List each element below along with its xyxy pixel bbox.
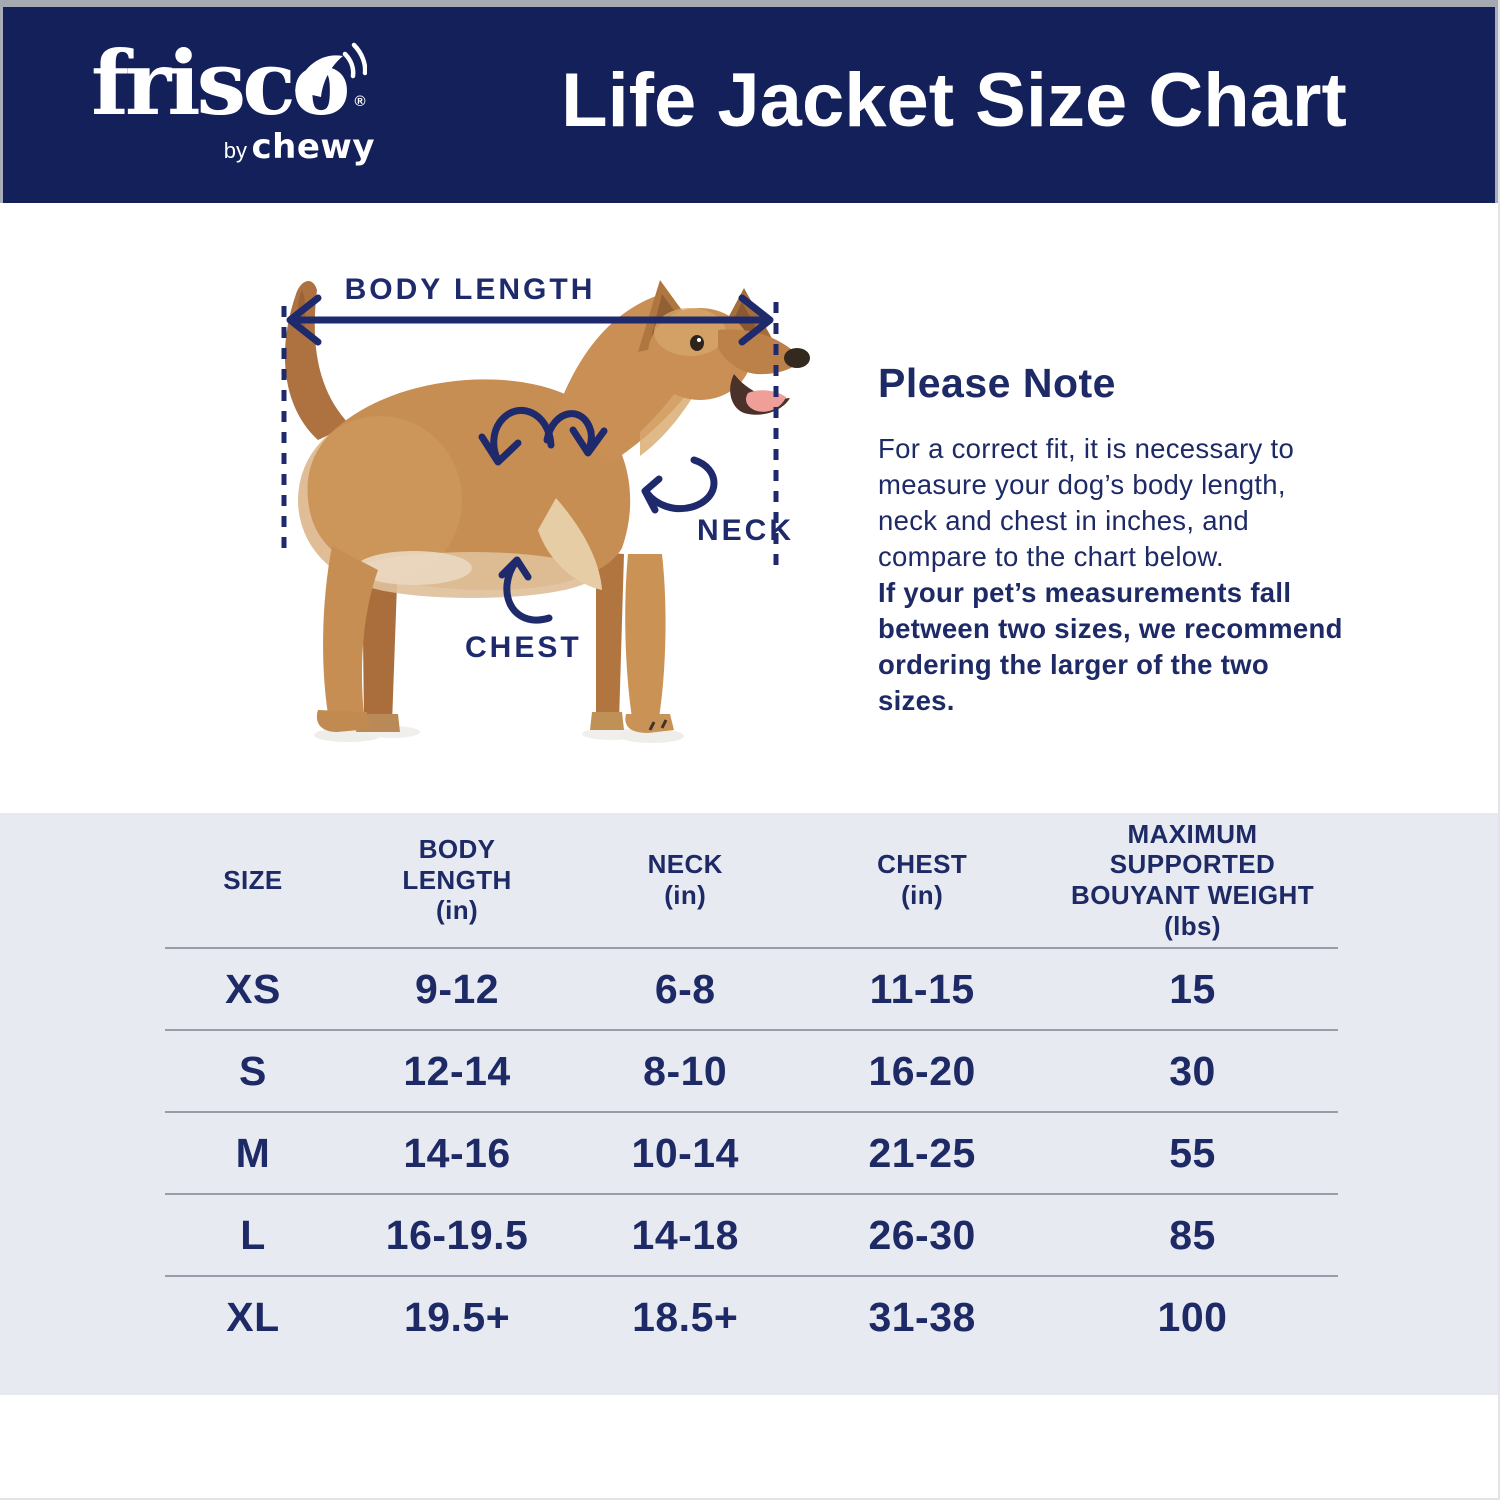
- size-table-section: SIZE BODY LENGTH (in) NECK (in) CHEST (in) M…: [0, 813, 1498, 1395]
- by-chewy-byline: by chewy: [91, 127, 393, 167]
- cell-chest: 16-20: [868, 1047, 976, 1094]
- byline-by-text: by: [223, 138, 248, 164]
- cell-weight: 15: [1169, 965, 1216, 1012]
- cell-size: S: [239, 1047, 267, 1094]
- girth-wrap-arrows: [478, 407, 608, 466]
- cell-neck: 14-18: [631, 1211, 739, 1258]
- size-table: SIZE BODY LENGTH (in) NECK (in) CHEST (in) M…: [165, 813, 1338, 1357]
- table-row-m: M 14-16 10-14 21-25 55: [165, 1111, 1338, 1193]
- registered-trademark-symbol: ®: [354, 93, 366, 110]
- cell-chest: 11-15: [869, 965, 975, 1012]
- neck-label: NECK: [697, 514, 794, 547]
- table-row-xs: XS 9-12 6-8 11-15 15: [165, 947, 1338, 1029]
- column-header-max-weight: MAXIMUM SUPPORTED BOUYANT WEIGHT (lbs): [1071, 818, 1314, 941]
- cell-weight: 55: [1169, 1129, 1216, 1176]
- neck-annotation: NECK: [641, 456, 794, 547]
- dog-illustration: [284, 280, 810, 743]
- cell-neck: 10-14: [631, 1129, 739, 1176]
- cell-body-length: 14-16: [403, 1129, 511, 1176]
- cell-chest: 21-25: [868, 1129, 976, 1176]
- cell-body-length: 16-19.5: [385, 1211, 529, 1258]
- table-row-xl: XL 19.5+ 18.5+ 31-38 100: [165, 1275, 1338, 1357]
- logo-tail-flourish-icon: [295, 42, 367, 97]
- note-bold-text: If your pet’s measurements fall between …: [878, 577, 1343, 717]
- please-note-heading: Please Note: [878, 360, 1116, 406]
- please-note-section: Please Note For a correct fit, it is nec…: [878, 360, 1352, 719]
- cell-weight: 100: [1157, 1293, 1228, 1340]
- table-row-l: L 16-19.5 14-18 26-30 85: [165, 1193, 1338, 1275]
- cell-body-length: 12-14: [403, 1047, 511, 1094]
- header-banner: frisco ® by chewy Life Jacket Size Chart: [0, 7, 1498, 203]
- cell-weight: 85: [1169, 1211, 1216, 1258]
- please-note-body: For a correct fit, it is necessary to me…: [878, 431, 1352, 719]
- column-header-neck: NECK (in): [647, 849, 723, 910]
- body-length-annotation: BODY LENGTH: [281, 273, 779, 568]
- cell-neck: 6-8: [654, 965, 716, 1012]
- cell-size: XS: [225, 965, 281, 1012]
- column-header-size: SIZE: [223, 864, 283, 895]
- cell-chest: 26-30: [868, 1211, 976, 1258]
- cell-chest: 31-38: [868, 1293, 976, 1340]
- chest-label: CHEST: [465, 631, 582, 664]
- column-header-body-length: BODY LENGTH (in): [402, 833, 512, 926]
- cell-size: M: [235, 1129, 271, 1176]
- table-row-s: S 12-14 8-10 16-20 30: [165, 1029, 1338, 1111]
- table-header-row: SIZE BODY LENGTH (in) NECK (in) CHEST (in) M…: [165, 813, 1338, 947]
- top-border-strip: [0, 0, 1498, 7]
- cell-body-length: 19.5+: [403, 1293, 511, 1340]
- frisco-logo: frisco ® by chewy: [91, 37, 393, 168]
- dog-measurement-diagram: BODY LENGTH NECK CHEST: [281, 273, 810, 743]
- body-length-label: BODY LENGTH: [345, 273, 596, 306]
- cell-body-length: 9-12: [415, 965, 500, 1012]
- chest-annotation: CHEST: [465, 556, 582, 664]
- cell-neck: 8-10: [643, 1047, 728, 1094]
- cell-size: L: [240, 1211, 266, 1258]
- cell-weight: 30: [1169, 1047, 1216, 1094]
- note-body-text: For a correct fit, it is necessary to me…: [878, 433, 1295, 573]
- column-header-chest: CHEST (in): [877, 849, 968, 910]
- cell-neck: 18.5+: [632, 1293, 739, 1340]
- page-title: Life Jacket Size Chart: [561, 58, 1347, 143]
- chewy-brand-text: chewy: [251, 127, 375, 168]
- cell-size: XL: [226, 1293, 280, 1340]
